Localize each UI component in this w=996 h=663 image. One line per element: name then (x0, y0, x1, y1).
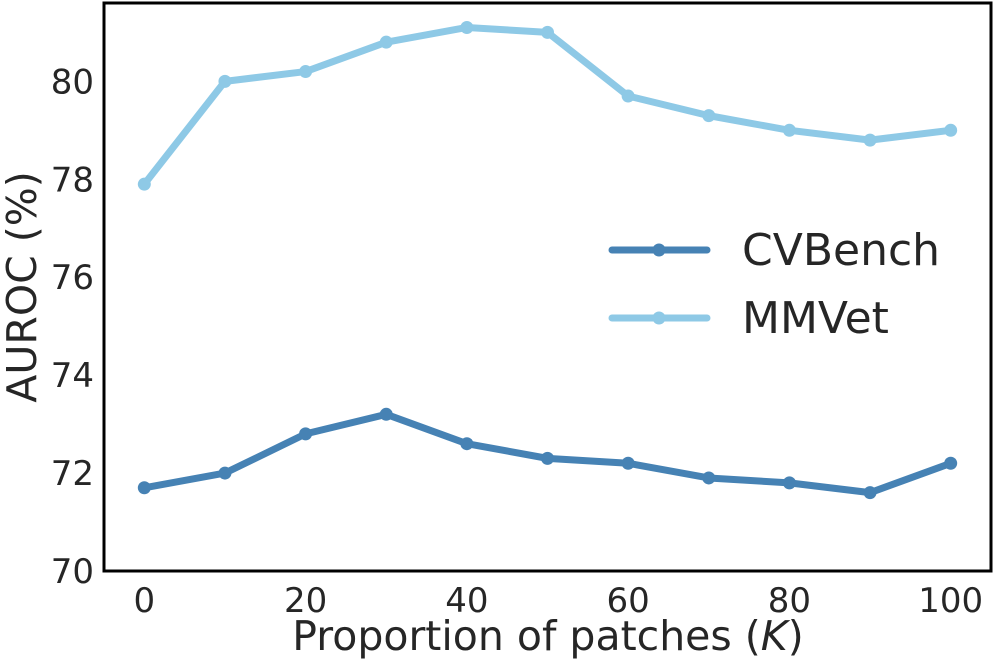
data-point-mmvet (379, 35, 393, 49)
data-point-mmvet (218, 74, 232, 88)
x-tick-label: 20 (284, 581, 327, 621)
y-tick-label: 72 (51, 454, 94, 494)
data-point-cvbench (944, 456, 958, 470)
legend-marker-mmvet (652, 311, 666, 325)
data-point-cvbench (299, 427, 313, 441)
data-point-mmvet (460, 20, 474, 34)
y-tick-label: 70 (51, 552, 94, 592)
legend-label-mmvet: MMVet (742, 293, 889, 344)
x-tick-label: 40 (445, 581, 488, 621)
y-axis-label: AUROC (%) (0, 171, 46, 402)
data-point-mmvet (863, 133, 877, 147)
data-point-mmvet (702, 109, 716, 123)
y-tick-label: 74 (51, 356, 94, 396)
data-point-mmvet (782, 123, 796, 137)
x-tick-label: 0 (133, 581, 155, 621)
x-tick-label: 60 (607, 581, 650, 621)
data-point-cvbench (541, 451, 554, 465)
data-point-mmvet (944, 123, 958, 137)
data-point-cvbench (218, 466, 232, 480)
data-point-mmvet (137, 177, 151, 191)
data-point-cvbench (782, 476, 796, 490)
series-line-mmvet (140, 23, 955, 188)
x-tick-label: 100 (918, 581, 983, 621)
data-point-mmvet (299, 65, 313, 79)
y-tick-label: 78 (51, 160, 94, 200)
x-tick-label: 80 (768, 581, 811, 621)
x-axis-label: Proportion of patches (K) (292, 612, 803, 660)
y-tick-label: 76 (51, 258, 94, 298)
data-point-cvbench (379, 407, 393, 421)
legend-label-cvbench: CVBench (742, 225, 940, 276)
y-tick-label: 80 (51, 62, 94, 102)
data-point-cvbench (621, 456, 635, 470)
plot-frame (102, 1, 993, 573)
data-point-mmvet (541, 25, 554, 39)
data-point-mmvet (621, 89, 635, 103)
data-point-cvbench (863, 486, 877, 500)
legend-marker-cvbench (652, 243, 666, 257)
data-point-cvbench (702, 471, 716, 485)
data-point-cvbench (460, 437, 474, 451)
data-point-cvbench (137, 481, 151, 495)
